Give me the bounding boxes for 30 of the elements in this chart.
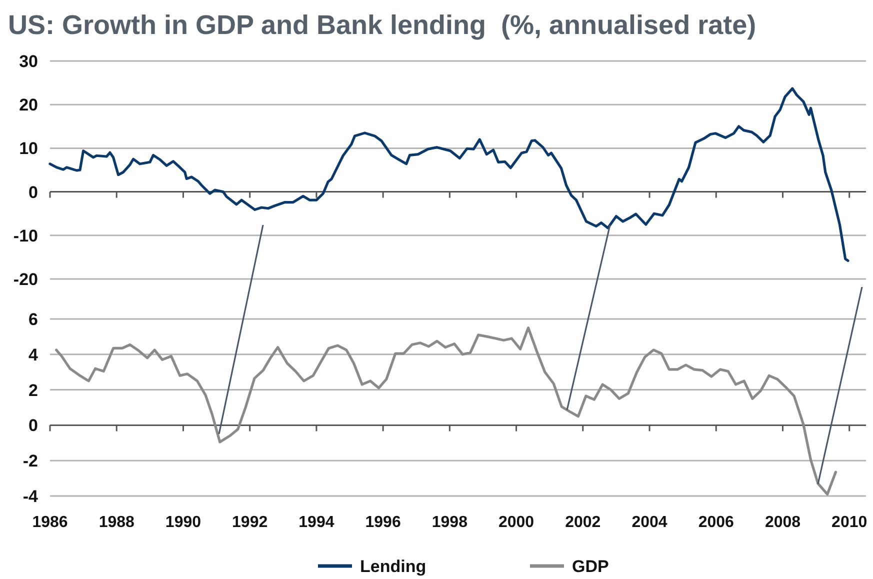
x-tick-label: 1988 (98, 514, 135, 531)
x-tick-label: 1994 (298, 514, 334, 531)
line-series (48, 87, 850, 262)
y-tick-label: -2 (22, 452, 38, 471)
x-tick-label: 2008 (764, 514, 801, 531)
legend-label: GDP (572, 557, 609, 576)
x-tick-label: 2010 (832, 514, 868, 531)
x-tick-label: 2004 (632, 514, 668, 531)
x-tick-label: 2002 (565, 514, 601, 531)
y-tick-label: 0 (28, 416, 38, 436)
y-tick-label: -4 (22, 487, 39, 506)
y-tick-label: -20 (13, 270, 38, 289)
line-series (55, 326, 837, 496)
y-tick-label: 10 (19, 139, 38, 158)
x-tick-label: 2000 (498, 514, 534, 531)
y-tick-label: -10 (13, 226, 38, 246)
x-tick-label: 1998 (432, 514, 468, 531)
y-tick-label: 20 (19, 96, 38, 115)
y-tick-label: 6 (28, 310, 38, 329)
y-tick-label: 4 (28, 345, 39, 364)
x-tick-label: 1990 (165, 514, 202, 531)
x-tick-label: 1986 (32, 514, 68, 531)
y-tick-label: 0 (28, 182, 38, 202)
x-tick-label: 2006 (698, 514, 734, 531)
chart-title: US: Growth in GDP and Bank lending (%, annualised rate) (8, 10, 756, 40)
x-tick-label: 1996 (365, 514, 401, 531)
y-tick-label: 2 (28, 380, 38, 400)
x-tick-label: 1992 (232, 514, 268, 531)
y-tick-label: 30 (19, 52, 38, 71)
legend-label: Lending (360, 557, 426, 576)
